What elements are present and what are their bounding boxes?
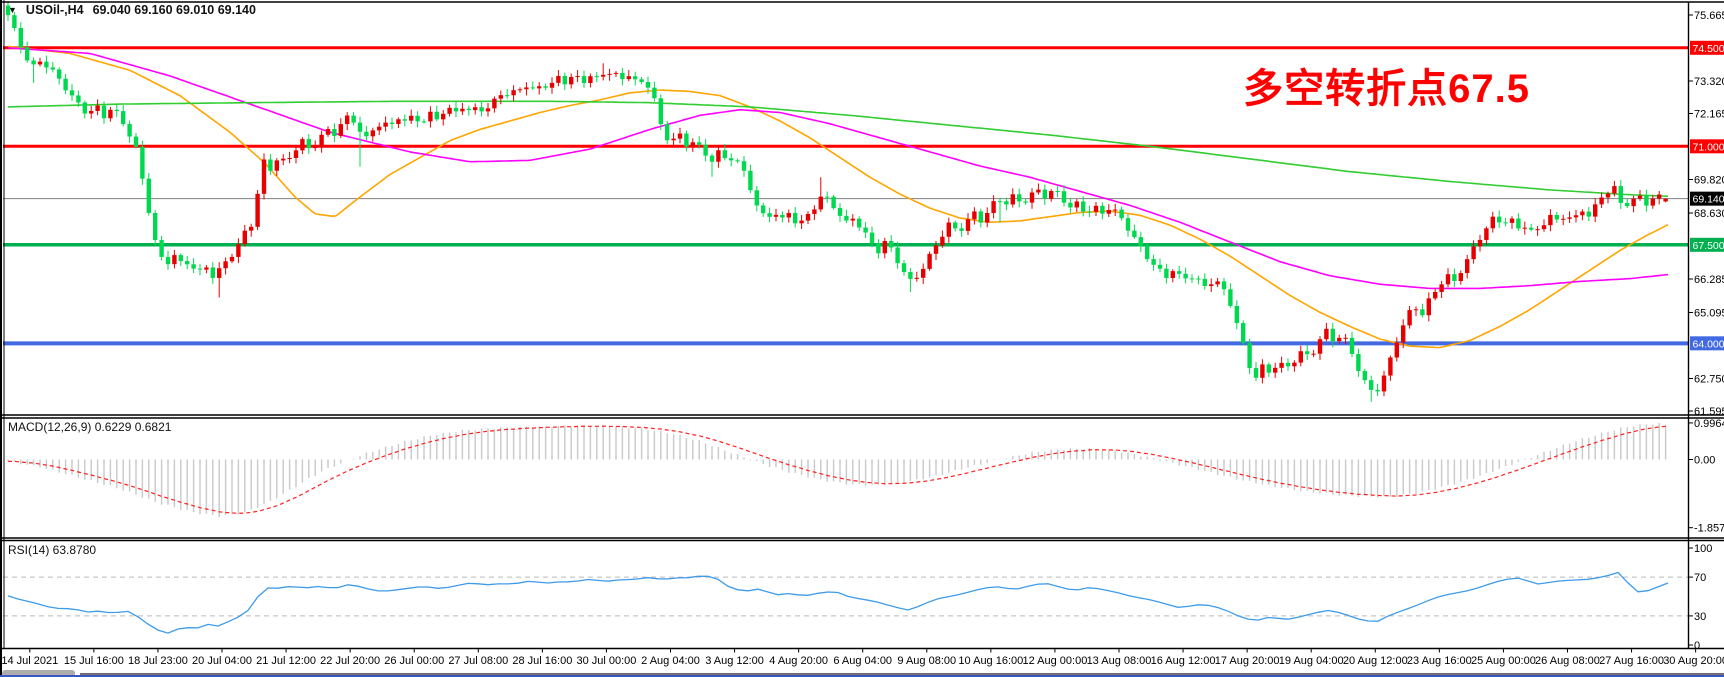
time-axis-label: 16 Aug 12:00: [1151, 655, 1216, 667]
time-axis-label: 17 Aug 20:00: [1215, 655, 1280, 667]
rsi-axis-label: 100: [1694, 543, 1712, 555]
ma-fast-orange: [7, 45, 1669, 349]
price-axis-label: 61.595: [1694, 406, 1724, 418]
rsi-axis-label: 70: [1694, 572, 1706, 584]
time-axis-label: 30 Aug 20:00: [1663, 655, 1724, 667]
horizontal-scrollbar-thumb[interactable]: [2, 670, 75, 677]
time-axis-label: 21 Jul 12:00: [256, 655, 316, 667]
price-level-badge: [1690, 139, 1724, 154]
symbol-dropdown-icon[interactable]: ▼: [8, 5, 17, 15]
price-axis: 75.665 73.320 72.165 69.820 68.630 66.285 65.0…: [1688, 10, 1724, 418]
time-axis[interactable]: 14 Jul 2021 15 Jul 16:00 18 Jul 23:00 20 Ju…: [1, 648, 1724, 668]
time-axis-label: 15 Jul 16:00: [64, 655, 124, 667]
price-level-badge: [1690, 191, 1724, 206]
time-axis-label: 3 Aug 12:00: [705, 655, 764, 667]
ma-mid-magenta: [7, 47, 1669, 290]
time-axis-label: 20 Aug 12:00: [1343, 655, 1408, 667]
price-level-badge-label: 69.140: [1693, 194, 1724, 206]
time-axis-label: 27 Aug 16:00: [1599, 655, 1664, 667]
price-axis-label: 68.630: [1694, 208, 1724, 220]
price-axis-label: 69.820: [1694, 175, 1724, 187]
price-level-badge: [1690, 237, 1724, 252]
time-axis-label: 4 Aug 20:00: [769, 655, 828, 667]
time-axis-label: 28 Jul 16:00: [512, 655, 572, 667]
time-axis-label: 12 Aug 00:00: [1022, 655, 1087, 667]
time-axis-label: 18 Jul 23:00: [128, 655, 188, 667]
time-axis-label: 13 Aug 08:00: [1087, 655, 1152, 667]
price-level-badge-label: 71.000: [1693, 141, 1724, 153]
macd-histogram: [7, 423, 1667, 518]
price-level-badge: [1690, 336, 1724, 351]
ma-slow-green: [7, 100, 1669, 198]
time-axis-label: 22 Jul 20:00: [320, 655, 380, 667]
macd-axis-label: 0.9964: [1694, 418, 1724, 430]
price-axis-label: 65.095: [1694, 308, 1724, 320]
moving-average-lines: [7, 45, 1669, 349]
price-axis-label: 72.165: [1694, 109, 1724, 121]
annotation-text: 多空转折点67.5: [1243, 67, 1530, 111]
macd-indicator-label: MACD(12,26,9) 0.6229 0.6821: [8, 420, 172, 434]
time-axis-label: 26 Aug 08:00: [1535, 655, 1600, 667]
time-axis-label: 25 Aug 00:00: [1471, 655, 1536, 667]
time-axis-label: 27 Jul 08:00: [448, 655, 508, 667]
price-axis-label: 62.750: [1694, 374, 1724, 386]
macd-signal-line: [7, 425, 1666, 514]
time-axis-label: 10 Aug 16:00: [958, 655, 1023, 667]
time-axis-label: 9 Aug 08:00: [897, 655, 956, 667]
time-axis-label: 19 Aug 04:00: [1279, 655, 1344, 667]
macd-axis-label: -1.8579: [1694, 523, 1724, 535]
indicator-axis: 0.9964 0.00 -1.8579 100 70 30 0: [1688, 418, 1724, 652]
time-axis-label: 2 Aug 04:00: [641, 655, 700, 667]
price-level-badge: [1690, 40, 1724, 55]
time-axis-label: 14 Jul 2021: [1, 655, 58, 667]
price-axis-label: 75.665: [1694, 10, 1724, 22]
chart-title: ▼ USOil-,H4 69.040 69.160 69.010 69.140: [8, 3, 256, 17]
horizontal-level-lines: [3, 46, 1688, 346]
rsi-axis-label: 0: [1694, 640, 1700, 652]
rsi-line: [7, 571, 1669, 634]
price-axis-label: 66.285: [1694, 274, 1724, 286]
time-axis-label: 23 Aug 16:00: [1407, 655, 1472, 667]
macd-axis-label: 0.00: [1694, 455, 1715, 467]
time-axis-label: 30 Jul 00:00: [576, 655, 636, 667]
symbol-timeframe-label: USOil-,H4: [25, 3, 84, 17]
price-level-badge-label: 74.500: [1693, 43, 1724, 55]
time-axis-label: 26 Jul 00:00: [384, 655, 444, 667]
time-axis-label: 20 Jul 04:00: [192, 655, 252, 667]
rsi-indicator-label: RSI(14) 63.8780: [8, 543, 97, 557]
ohlc-values: 69.040 69.160 69.010 69.140: [92, 3, 256, 17]
price-level-badge-label: 67.500: [1693, 240, 1724, 252]
price-level-badge-label: 64.000: [1693, 338, 1724, 350]
candles-layer: [5, 2, 1668, 402]
time-axis-label: 6 Aug 04:00: [833, 655, 892, 667]
rsi-axis-label: 30: [1694, 611, 1706, 623]
price-axis-label: 73.320: [1694, 76, 1724, 88]
